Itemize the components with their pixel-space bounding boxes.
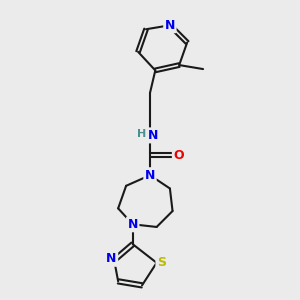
Text: N: N [145,169,155,182]
Text: N: N [106,252,117,265]
Text: N: N [148,129,158,142]
Text: N: N [128,218,138,231]
Text: N: N [165,19,175,32]
Text: S: S [157,256,166,269]
Text: H: H [137,129,146,139]
Text: O: O [173,149,184,162]
